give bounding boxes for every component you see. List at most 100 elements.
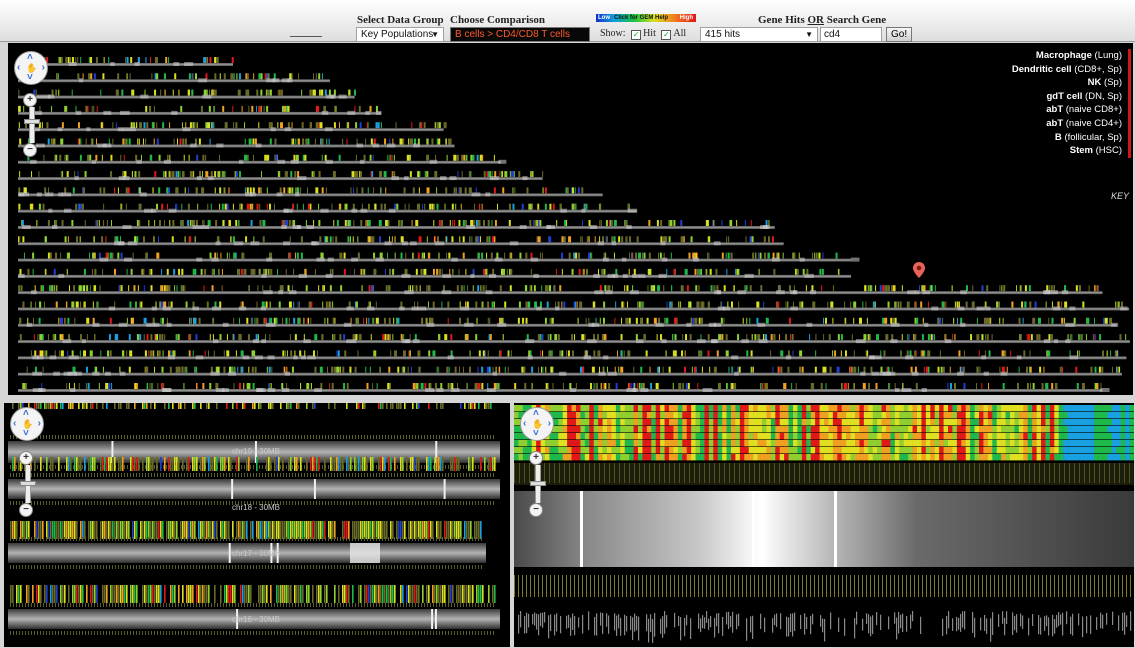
show-options: Show: ✓ Hit ✓ All [600,28,686,40]
pan-control[interactable]: ˄ ‹ › ˅ ✋ [520,407,554,441]
pan-down-icon[interactable]: ˅ [23,428,29,439]
pan-control[interactable]: ˄ ‹ › ˅ ✋ [14,51,48,85]
zoom-thumb[interactable] [24,119,40,124]
pan-down-icon[interactable]: ˅ [27,72,33,83]
gene-hits-value: 415 hits [705,29,741,40]
plus-icon[interactable]: + [19,451,33,465]
cell-key-name: abT [1046,117,1064,129]
pan-down-icon[interactable]: ˅ [533,428,539,439]
pan-up-icon[interactable]: ˄ [23,408,29,419]
pan-right-icon[interactable]: › [41,62,45,73]
plus-icon[interactable]: + [529,451,543,465]
chr-label: chr16 - 30MB [232,615,281,624]
data-group-select[interactable]: Key Populations ▼ [356,27,444,42]
region-heatmap[interactable] [514,403,1134,647]
pan-hand-icon[interactable]: ✋ [532,419,544,429]
cell-key-detail: (Sp) [1104,77,1122,89]
cell-key-detail: (naive CD4+) [1065,117,1122,129]
comparison-select[interactable]: B cells > CD4/CD8 T cells [450,27,590,42]
key-label[interactable]: KEY [1110,191,1129,201]
cell-key-detail: (HSC) [1095,145,1122,157]
pan-hand-icon[interactable]: ✋ [26,63,38,73]
legend-low: Low [598,15,610,21]
zoom-control[interactable]: + − [19,451,36,517]
all-label: All [673,28,687,39]
cell-key-name: Macrophage [1035,50,1092,61]
zoom-control[interactable]: + − [23,93,40,157]
cell-key-item: Stem (HSC) [1012,144,1131,158]
hit-checkbox[interactable]: ✓ [631,30,642,40]
comparison-value: B cells > CD4/CD8 T cells [455,29,570,40]
cell-key-item: Dendritic cell (CD8+, Sp) [1012,62,1131,77]
show-label: Show: [600,28,626,39]
search-gene-label: Search Gene [826,14,887,26]
cell-key-item: B (follicular, Sp) [1012,130,1131,145]
pan-up-icon[interactable]: ˄ [27,52,33,63]
toolbar: Select Data Group Choose Comparison Key … [0,0,1135,42]
pan-right-icon[interactable]: › [547,418,551,429]
cell-key-name: NK [1087,77,1102,89]
plus-icon[interactable]: + [23,93,37,107]
cell-key-item: gdT cell (DN, Sp) [1012,89,1131,104]
chr-label: chr17 - 30MB [232,549,281,558]
color-legend-bar[interactable]: Low Click for GEM Help High [596,14,696,22]
map-navigation[interactable]: ˄ ‹ › ˅ ✋ + − [520,407,554,517]
cell-key-name: gdT cell [1046,90,1083,102]
pan-left-icon[interactable]: ‹ [17,62,21,73]
cell-key-detail: (follicular, Sp) [1064,131,1122,143]
legend-help-link[interactable]: Click for GEM Help [614,15,669,21]
pan-left-icon[interactable]: ‹ [523,418,527,429]
select-data-group-label: Select Data Group [357,14,444,26]
cell-key-item: abT (naive CD8+) [1012,103,1131,117]
zoom-slider[interactable] [20,465,36,503]
minus-icon[interactable]: − [19,503,33,517]
go-button[interactable]: Go! [886,27,912,42]
cell-key-detail: (Lung) [1094,50,1122,61]
pan-control[interactable]: ˄ ‹ › ˅ ✋ [10,407,44,441]
zoom-control[interactable]: + − [529,451,546,517]
pan-left-icon[interactable]: ‹ [13,418,17,429]
chevron-down-icon: ▼ [805,30,813,39]
gene-hits-label: Gene Hits [758,14,805,26]
search-gene-value: cd4 [824,29,841,40]
minus-icon[interactable]: − [23,143,37,157]
cell-key-name: abT [1046,104,1064,116]
map-pin-icon[interactable] [913,262,925,278]
zoom-thumb[interactable] [530,481,546,486]
gene-hits-select[interactable]: 415 hits ▼ [700,27,818,42]
region-detail-panel[interactable]: ˄ ‹ › ˅ ✋ + − [514,403,1134,647]
cell-key-item: abT (naive CD4+) [1012,116,1131,131]
cell-key-item: Macrophage (Lung) [1012,49,1131,63]
divider [290,36,322,37]
cell-key-detail: (CD8+, Sp) [1074,63,1122,75]
hit-label: Hit [643,28,656,39]
gene-search-label: Gene Hits OR Search Gene [758,14,886,26]
cell-type-key: Macrophage (Lung) Dendritic cell (CD8+, S… [1012,49,1131,158]
search-gene-input[interactable]: cd4 [820,27,882,42]
genome-overview-panel[interactable]: ˄ ‹ › ˅ ✋ + − Macrophage (Lung) Dendritic… [8,43,1133,395]
genome-tracks[interactable] [8,43,1133,395]
data-group-value: Key Populations [361,29,434,40]
pan-hand-icon[interactable]: ✋ [22,419,34,429]
cell-key-detail: (naive CD8+) [1065,104,1122,116]
chr-label: chr18 - 30MB [232,503,281,512]
chromosome-tracks[interactable] [4,403,510,647]
cell-key-detail: (DN, Sp) [1085,90,1122,102]
pan-right-icon[interactable]: › [37,418,41,429]
map-navigation[interactable]: ˄ ‹ › ˅ ✋ + − [10,407,44,517]
minus-icon[interactable]: − [529,503,543,517]
or-label: OR [807,14,825,26]
cell-key-item: NK (Sp) [1012,76,1131,90]
pan-up-icon[interactable]: ˄ [533,408,539,419]
cell-key-name: Stem [1069,145,1093,157]
legend-high: High [679,15,693,21]
map-navigation[interactable]: ˄ ‹ › ˅ ✋ + − [14,51,48,157]
all-checkbox[interactable]: ✓ [661,30,672,40]
choose-comparison-label: Choose Comparison [450,14,546,26]
zoom-thumb[interactable] [20,481,36,486]
zoom-slider[interactable] [530,465,546,503]
chr-label: chr19 - 30MB [232,447,281,456]
cell-key-name: B [1054,131,1062,143]
chromosome-detail-panel[interactable]: chr19 - 30MB chr18 - 30MB chr17 - 30MB c… [4,403,510,647]
zoom-slider[interactable] [24,107,40,143]
